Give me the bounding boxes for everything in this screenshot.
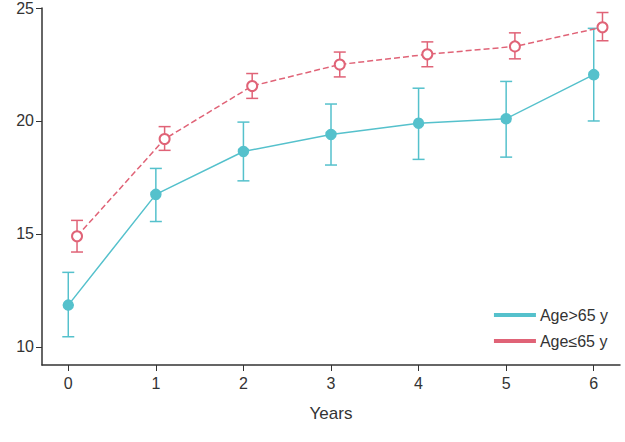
svg-text:2: 2	[239, 375, 248, 392]
svg-text:15: 15	[16, 225, 34, 242]
svg-text:Years: Years	[310, 404, 353, 423]
svg-text:3: 3	[327, 375, 336, 392]
svg-text:1: 1	[151, 375, 160, 392]
svg-text:5: 5	[502, 375, 511, 392]
svg-text:10: 10	[16, 338, 34, 355]
svg-text:6: 6	[589, 375, 598, 392]
svg-text:Age>65 y: Age>65 y	[540, 307, 608, 324]
svg-text:Age≤65 y: Age≤65 y	[540, 333, 608, 350]
svg-text:25: 25	[16, 0, 34, 17]
svg-text:20: 20	[16, 112, 34, 129]
svg-text:0: 0	[64, 375, 73, 392]
svg-text:4: 4	[414, 375, 423, 392]
